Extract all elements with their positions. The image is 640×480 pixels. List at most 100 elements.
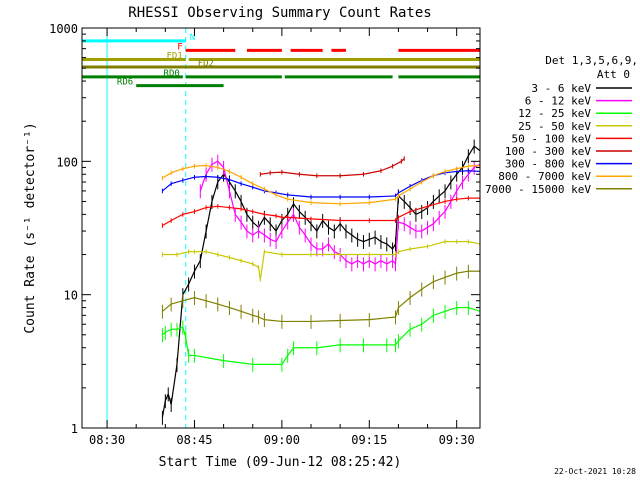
series-line-segment	[304, 234, 312, 245]
y-tick-label: 1	[71, 422, 78, 436]
flag-label-rd6: RD6	[117, 78, 133, 88]
series-line-segment	[182, 176, 195, 181]
series-line-segment	[206, 205, 218, 209]
series-line-segment	[369, 198, 396, 204]
series-line-segment	[444, 168, 457, 173]
series-line-segment	[293, 203, 300, 212]
series-line-segment	[444, 170, 457, 174]
series-line-segment	[229, 178, 242, 185]
series-line-segment	[275, 192, 288, 196]
series-line-segment	[246, 230, 254, 236]
series-line-segment	[467, 145, 475, 157]
series-line-segment	[468, 164, 480, 167]
series-line-segment	[205, 300, 218, 305]
legend-label: 6 - 12 keV	[525, 95, 592, 108]
series-line-segment	[444, 272, 457, 278]
series-line-segment	[374, 260, 382, 265]
series-line-segment	[205, 201, 213, 232]
series-line-segment	[299, 173, 317, 177]
series-line-segment	[287, 198, 312, 204]
series-line-segment	[438, 211, 446, 218]
series-line-segment	[363, 260, 370, 265]
series-line-segment	[182, 297, 195, 302]
series-line-segment	[398, 185, 411, 194]
footer-date: 22-Oct-2021 10:28	[554, 467, 636, 476]
series-line-segment	[287, 347, 295, 356]
series-line-segment	[310, 202, 341, 205]
legend-label: 3 - 6 keV	[531, 82, 591, 95]
series-line-segment	[287, 214, 295, 223]
series-line-segment	[252, 263, 259, 268]
series-line-segment	[182, 165, 195, 170]
flag-label-rd0: RD0	[164, 69, 180, 79]
series-line-segment	[270, 238, 277, 243]
series-line-segment	[340, 319, 370, 322]
series-line-segment	[468, 170, 480, 173]
series-line-segment	[333, 223, 341, 232]
series-line-segment	[228, 181, 236, 192]
series-line-segment	[252, 314, 259, 318]
series-line-segment	[170, 168, 184, 174]
legend-attenuator: Att 0	[597, 68, 630, 81]
series-line-segment	[444, 181, 452, 192]
series-line-segment	[398, 297, 411, 309]
series-line-segment	[394, 195, 400, 245]
series-line-segment	[176, 294, 184, 365]
series-line-segment	[194, 164, 207, 167]
series-line-segment	[275, 215, 283, 218]
series-line-segment	[165, 328, 172, 334]
series-line-segment	[252, 221, 259, 228]
series-line-segment	[298, 211, 306, 218]
series-line-segment	[264, 251, 282, 256]
series-line-segment	[386, 243, 393, 250]
series-line-segment	[217, 303, 230, 309]
series-line-segment	[275, 220, 283, 232]
legend-label: 12 - 25 keV	[518, 107, 591, 120]
series-line-segment	[182, 283, 190, 295]
series-line-segment	[339, 223, 347, 232]
series-line-segment	[456, 270, 469, 274]
series-line-segment	[398, 188, 411, 197]
series-line-segment	[310, 218, 341, 222]
series-line-segment	[398, 221, 405, 225]
x-tick-label: 09:15	[351, 433, 387, 447]
series-line-segment	[468, 307, 480, 312]
y-tick-label: 100	[56, 155, 78, 169]
series-line-segment	[444, 201, 452, 212]
series-line-segment	[258, 316, 265, 321]
series-line-segment	[287, 194, 312, 198]
series-line-segment	[351, 234, 358, 240]
series-line-segment	[409, 323, 422, 330]
series-line-segment	[260, 172, 271, 175]
series-line-segment	[240, 310, 253, 316]
series-line-segment	[310, 243, 318, 250]
series-line-segment	[403, 223, 411, 228]
series-line-segment	[409, 179, 422, 187]
series-line-segment	[281, 355, 289, 365]
series-line-segment	[240, 260, 253, 265]
series-line-segment	[473, 145, 480, 152]
series-line-segment	[450, 173, 458, 183]
series-line-segment	[206, 175, 218, 178]
series-line-segment	[194, 354, 224, 362]
series-line-segment	[444, 307, 457, 312]
y-axis-title: Count Rate (s⁻¹ detector⁻¹)	[23, 122, 38, 333]
series-line-segment	[252, 210, 265, 215]
series-line-segment	[409, 226, 417, 232]
series-line-segment	[162, 183, 172, 192]
series-line-segment	[421, 175, 434, 183]
series-line-segment	[345, 260, 353, 265]
series-line-segment	[456, 170, 469, 173]
series-line-segment	[415, 211, 422, 215]
series-line-segment	[193, 260, 201, 272]
series-group	[161, 239, 480, 282]
series-line-segment	[386, 260, 393, 265]
series-line-segment	[229, 256, 242, 262]
series-line-segment	[421, 281, 434, 290]
series-line-segment	[264, 319, 282, 323]
series-line-segment	[421, 314, 434, 325]
x-tick-label: 08:45	[176, 433, 212, 447]
series-line-segment	[298, 226, 306, 236]
series-line-segment	[409, 245, 428, 250]
series-line-segment	[409, 181, 423, 190]
